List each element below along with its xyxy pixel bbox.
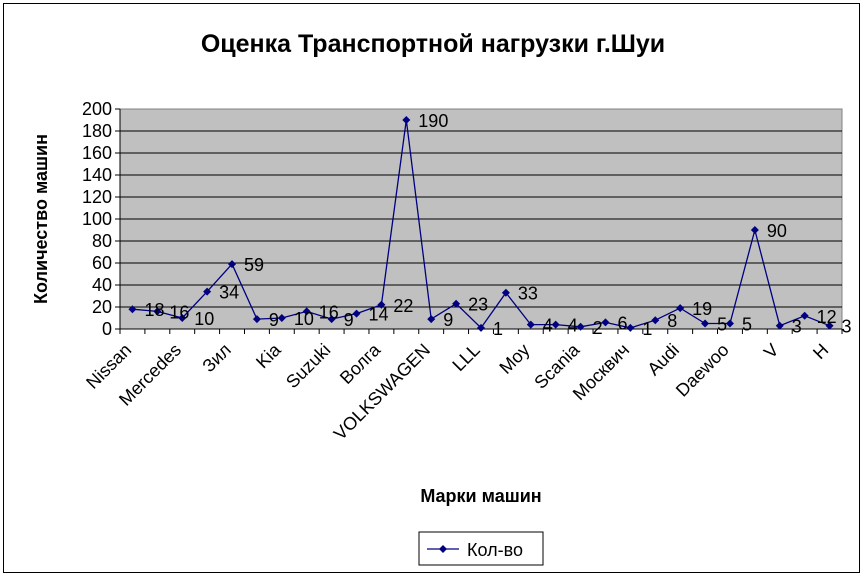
- data-point: [501, 288, 510, 297]
- data-label: 34: [219, 283, 239, 303]
- data-label: 19: [692, 299, 712, 319]
- y-tick-label: 200: [82, 99, 112, 119]
- x-tick-label: Kia: [252, 339, 285, 372]
- x-tick-label: Daewoo: [672, 340, 733, 401]
- data-point: [725, 319, 734, 328]
- data-label: 2: [593, 318, 603, 338]
- x-tick-label: Зил: [198, 340, 234, 376]
- data-point: [800, 311, 809, 320]
- y-tick-label: 120: [82, 187, 112, 207]
- data-label: 1: [493, 319, 503, 339]
- data-label: 16: [169, 302, 189, 322]
- y-tick-label: 60: [92, 253, 112, 273]
- x-tick-label: LLL: [448, 340, 483, 375]
- legend-label: Кол-во: [467, 540, 523, 560]
- chart-title: Оценка Транспортной нагрузки г.Шуи: [201, 30, 665, 58]
- data-point: [526, 320, 535, 329]
- x-tick-label: V: [760, 340, 783, 363]
- y-tick-label: 20: [92, 297, 112, 317]
- y-tick-label: 140: [82, 165, 112, 185]
- x-tick-label: Moy: [495, 340, 533, 378]
- data-point: [775, 321, 784, 330]
- data-label: 1: [642, 319, 652, 339]
- data-label: 33: [518, 284, 538, 304]
- y-tick-label: 80: [92, 231, 112, 251]
- data-label: 23: [468, 295, 488, 315]
- data-point: [277, 314, 286, 322]
- data-label: 8: [667, 311, 677, 331]
- data-point: [676, 304, 685, 313]
- y-tick-label: 180: [82, 121, 112, 141]
- y-tick-label: 160: [82, 143, 112, 163]
- data-label: 9: [269, 310, 279, 330]
- data-label: 10: [194, 309, 214, 329]
- data-label: 5: [742, 315, 752, 335]
- data-label: 18: [144, 300, 164, 320]
- data-point: [352, 309, 361, 318]
- data-point: [701, 319, 710, 328]
- data-label: 3: [792, 317, 802, 337]
- data-label: 5: [717, 315, 727, 335]
- y-tick-label: 40: [92, 275, 112, 295]
- y-tick-label: 100: [82, 209, 112, 229]
- data-point: [128, 305, 137, 314]
- data-point: [825, 321, 834, 330]
- data-label: 59: [244, 255, 264, 275]
- x-axis-title: Марки машин: [420, 486, 541, 506]
- data-point: [377, 300, 386, 309]
- data-label: 22: [393, 296, 413, 316]
- y-axis-title: Количество машин: [31, 134, 51, 304]
- data-point: [252, 315, 261, 324]
- data-point: [153, 307, 162, 316]
- data-label: 4: [568, 316, 578, 336]
- y-tick-label: 0: [102, 319, 112, 339]
- data-point: [601, 318, 610, 327]
- data-label: 6: [617, 313, 627, 333]
- data-label: 9: [443, 310, 453, 330]
- data-point: [327, 315, 336, 324]
- data-point: [452, 299, 461, 308]
- data-point: [576, 322, 585, 331]
- data-label: 3: [842, 317, 852, 337]
- data-label: 190: [418, 111, 448, 131]
- data-point: [551, 320, 560, 329]
- data-label: 14: [369, 305, 389, 325]
- data-label: 4: [543, 316, 553, 336]
- legend[interactable]: Кол-во: [418, 531, 544, 566]
- legend-marker: [439, 545, 447, 553]
- data-label: 16: [319, 302, 339, 322]
- data-label: 12: [817, 307, 837, 327]
- data-point: [178, 314, 187, 322]
- data-point: [651, 316, 660, 325]
- data-point: [203, 287, 212, 296]
- data-point: [427, 315, 436, 324]
- data-point: [402, 116, 411, 124]
- data-label: 9: [344, 310, 354, 330]
- data-point: [750, 226, 759, 234]
- data-label: 90: [767, 221, 787, 241]
- x-tick-label: H: [809, 340, 832, 363]
- data-point: [477, 323, 485, 332]
- gridlines: [120, 130, 842, 308]
- x-tick-label: Suzuki: [282, 340, 334, 392]
- data-point: [626, 323, 635, 332]
- data-label: 10: [294, 309, 314, 329]
- data-point: [228, 260, 237, 269]
- series-line: [128, 116, 834, 332]
- x-tick-label: Audi: [643, 340, 683, 380]
- data-point: [302, 307, 311, 316]
